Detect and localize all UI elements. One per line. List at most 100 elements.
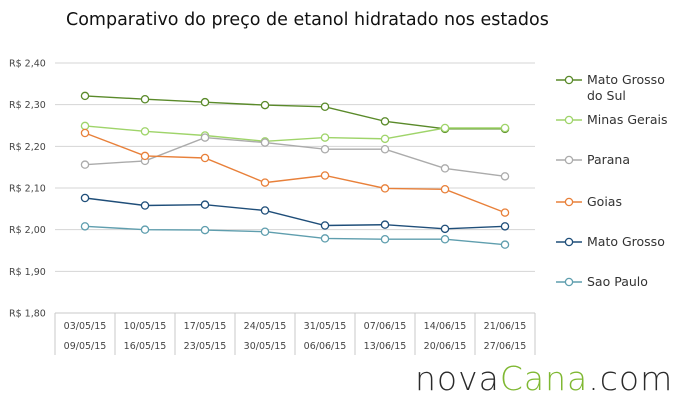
data-point (80, 121, 90, 131)
data-point (80, 91, 90, 101)
x-tick-label: 06/06/15 (304, 341, 347, 352)
data-point (260, 206, 270, 215)
legend-swatch-marker (564, 75, 574, 85)
x-tick-label: 09/05/15 (64, 341, 107, 352)
x-tick-label: 07/06/15 (364, 321, 407, 332)
data-point (200, 133, 210, 142)
series-lines (80, 91, 510, 249)
data-point (320, 102, 330, 112)
data-point (80, 160, 90, 169)
data-point (320, 171, 330, 180)
y-tick-label: R$ 2,00 (9, 225, 46, 236)
legend-swatch-marker (564, 155, 574, 165)
legend-label-line: Mato Grosso (587, 72, 665, 87)
x-tick-label: 20/06/15 (424, 341, 467, 352)
data-point (320, 234, 330, 243)
x-tick-label: 13/06/15 (364, 341, 407, 352)
data-point (500, 222, 510, 231)
data-point (500, 123, 510, 133)
chart-title: Comparativo do preço de etanol hidratado… (66, 10, 549, 30)
x-tick-label: 31/05/15 (304, 321, 347, 332)
data-point (380, 117, 390, 126)
legend-label-line: Minas Gerais (587, 112, 668, 127)
data-point (440, 224, 450, 234)
y-axis-ticks: R$ 1,80 R$ 1,90 R$ 2,00 R$ 2,10 R$ 2,20 R$ 2,… (9, 59, 46, 320)
legend-label: Minas Gerais (587, 112, 668, 127)
data-point (200, 200, 210, 209)
legend-swatch-marker (564, 115, 574, 125)
series-line (84, 95, 505, 130)
series-line (84, 225, 506, 246)
y-tick-label: R$ 2,40 (9, 59, 46, 70)
series-group (80, 133, 510, 181)
data-point (440, 164, 450, 173)
x-tick-label: 10/05/15 (124, 321, 167, 332)
x-tick-label: 30/05/15 (244, 341, 287, 352)
brand-logo: novaCana.com (415, 362, 673, 395)
data-point (140, 127, 150, 136)
legend-item: Sao Paulo (556, 274, 648, 289)
legend-swatch-marker (564, 197, 574, 207)
legend-label: Mato Grosso (587, 234, 665, 249)
data-point (80, 128, 90, 138)
x-tick-label: 21/06/15 (484, 321, 527, 332)
data-point (380, 220, 390, 229)
data-point (260, 178, 270, 187)
data-point (380, 184, 390, 193)
legend-swatch-marker (564, 277, 574, 287)
data-point (260, 138, 270, 147)
data-point (380, 234, 390, 244)
series-line (84, 197, 506, 230)
x-tick-label: 03/05/15 (64, 321, 107, 332)
data-point (380, 144, 390, 154)
data-point (200, 225, 210, 235)
data-point (440, 234, 450, 244)
legend-label-line: Mato Grosso (587, 234, 665, 249)
data-point (200, 153, 210, 163)
series-group (80, 222, 510, 249)
data-point (260, 227, 270, 236)
y-tick-label: R$ 2,20 (9, 142, 46, 153)
brand-logo-part-1: nova (415, 359, 500, 398)
x-tick-label: 17/05/15 (184, 321, 227, 332)
legend-item: Minas Gerais (556, 112, 668, 127)
legend-swatch-marker (564, 237, 574, 247)
y-tick-label: R$ 2,30 (9, 100, 46, 111)
legend-item: Goias (556, 194, 622, 209)
x-tick-label: 24/05/15 (244, 321, 287, 332)
legend-label: Parana (587, 152, 630, 167)
x-tick-label: 27/06/15 (484, 341, 527, 352)
legend-label-line: Sao Paulo (587, 274, 648, 289)
data-point (320, 133, 330, 142)
data-point (500, 208, 510, 217)
data-point (260, 100, 270, 110)
data-point (440, 123, 450, 133)
data-point (440, 184, 450, 194)
data-point (380, 134, 390, 144)
legend-item: Mato Grosso (556, 234, 665, 249)
legend-item: Mato Grosso do Sul (556, 72, 665, 103)
y-tick-label: R$ 1,80 (9, 309, 46, 320)
data-point (320, 144, 330, 154)
y-tick-label: R$ 1,90 (9, 267, 46, 278)
gridlines (55, 62, 535, 272)
series-line (84, 136, 506, 177)
x-tick-label: 23/05/15 (184, 341, 227, 352)
x-tick-label: 14/06/15 (424, 321, 467, 332)
data-point (500, 240, 510, 249)
brand-logo-part-2: Cana (499, 359, 589, 398)
axes (54, 312, 536, 355)
y-tick-label: R$ 2,10 (9, 184, 46, 195)
legend-item: Parana (556, 152, 630, 167)
series-line (84, 125, 505, 143)
legend-label: Sao Paulo (587, 274, 648, 289)
data-point (140, 225, 150, 234)
series-group (80, 121, 510, 146)
data-point (320, 221, 330, 230)
data-point (140, 201, 150, 210)
series-group (80, 193, 510, 234)
legend-label-line: do Sul (587, 88, 626, 103)
legend-label-line: Parana (587, 152, 630, 167)
